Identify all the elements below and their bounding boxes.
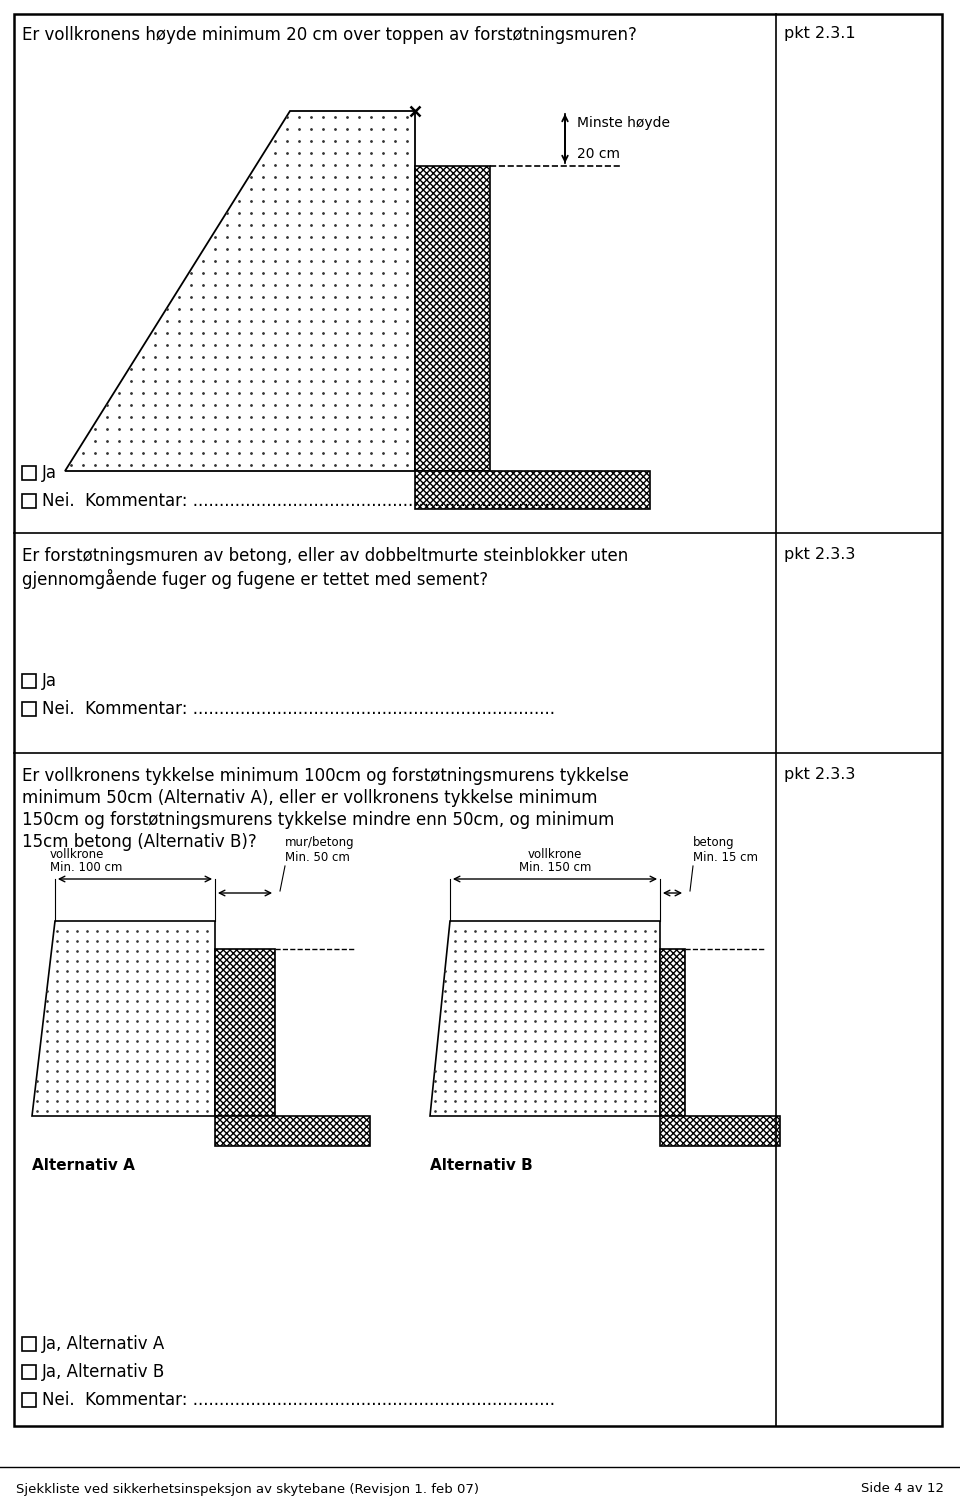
- Text: Ja, Alternativ B: Ja, Alternativ B: [42, 1363, 165, 1381]
- Bar: [22, 1364, 36, 1380]
- Text: 150cm og forstøtningsmurens tykkelse mindre enn 50cm, og minimum: 150cm og forstøtningsmurens tykkelse min…: [22, 811, 614, 830]
- Bar: [22, 703, 36, 716]
- Text: Min. 15 cm: Min. 15 cm: [693, 851, 758, 864]
- Text: Min. 150 cm: Min. 150 cm: [518, 861, 591, 873]
- Text: Er vollkronens høyde minimum 20 cm over toppen av forstøtningsmuren?: Er vollkronens høyde minimum 20 cm over …: [22, 26, 636, 44]
- Text: Alternativ B: Alternativ B: [430, 1157, 533, 1173]
- Polygon shape: [65, 110, 415, 471]
- Bar: [415, 166, 490, 471]
- Text: pkt 2.3.3: pkt 2.3.3: [784, 768, 855, 783]
- Text: Min. 100 cm: Min. 100 cm: [50, 861, 122, 873]
- Text: Ja, Alternativ A: Ja, Alternativ A: [42, 1336, 165, 1352]
- Text: minimum 50cm (Alternativ A), eller er vollkronens tykkelse minimum: minimum 50cm (Alternativ A), eller er vo…: [22, 789, 597, 807]
- Text: mur/betong: mur/betong: [285, 836, 354, 849]
- Text: Min. 50 cm: Min. 50 cm: [285, 851, 349, 864]
- Text: vollkrone: vollkrone: [50, 848, 105, 861]
- Bar: [22, 465, 36, 480]
- Text: Sjekkliste ved sikkerhetsinspeksjon av skytebane (Revisjon 1. feb 07): Sjekkliste ved sikkerhetsinspeksjon av s…: [16, 1482, 479, 1496]
- Text: Nei.  Kommentar: ...............................................................: Nei. Kommentar: ........................…: [42, 700, 555, 718]
- Text: Minste høyde: Minste høyde: [577, 116, 670, 130]
- Text: Er forstøtningsmuren av betong, eller av dobbeltmurte steinblokker uten: Er forstøtningsmuren av betong, eller av…: [22, 547, 628, 565]
- Bar: [660, 1117, 780, 1145]
- Text: Nei.  Kommentar: ...............................................................: Nei. Kommentar: ........................…: [42, 1392, 555, 1408]
- Bar: [22, 674, 36, 688]
- Text: pkt 2.3.3: pkt 2.3.3: [784, 547, 855, 562]
- Bar: [215, 949, 275, 1117]
- Text: Nei.  Kommentar: ...............................................................: Nei. Kommentar: ........................…: [42, 493, 555, 511]
- Bar: [660, 949, 685, 1117]
- Polygon shape: [32, 922, 215, 1117]
- Text: Alternativ A: Alternativ A: [32, 1157, 134, 1173]
- Text: pkt 2.3.1: pkt 2.3.1: [784, 26, 855, 41]
- Text: 20 cm: 20 cm: [577, 147, 620, 160]
- Bar: [215, 1117, 370, 1145]
- Bar: [22, 1337, 36, 1351]
- Text: 15cm betong (Alternativ B)?: 15cm betong (Alternativ B)?: [22, 833, 256, 851]
- Text: Side 4 av 12: Side 4 av 12: [861, 1482, 944, 1496]
- Bar: [22, 1393, 36, 1407]
- Text: betong: betong: [693, 836, 734, 849]
- Text: Er vollkronens tykkelse minimum 100cm og forstøtningsmurens tykkelse: Er vollkronens tykkelse minimum 100cm og…: [22, 768, 629, 786]
- Text: Ja: Ja: [42, 672, 57, 691]
- Text: Ja: Ja: [42, 464, 57, 482]
- Text: gjennomgående fuger og fugene er tettet med sement?: gjennomgående fuger og fugene er tettet …: [22, 570, 488, 589]
- Text: vollkrone: vollkrone: [528, 848, 582, 861]
- Bar: [22, 494, 36, 508]
- Bar: [415, 471, 650, 509]
- Polygon shape: [430, 922, 660, 1117]
